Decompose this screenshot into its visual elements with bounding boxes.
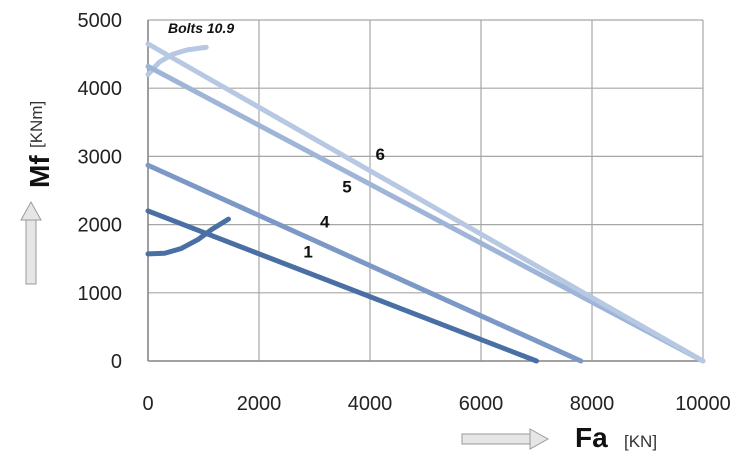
right-arrow-icon xyxy=(461,428,550,450)
series-line-4 xyxy=(145,162,584,364)
series-label-4: 4 xyxy=(320,212,330,231)
y-axis-label: Mf xyxy=(24,155,55,188)
series-label-6: 6 xyxy=(376,145,385,164)
x-tick-label: 2000 xyxy=(237,393,282,415)
series-line-1 xyxy=(145,208,539,364)
y-axis-unit: [KNm] xyxy=(27,101,46,148)
annotation-bolts: Bolts 10.9 xyxy=(168,20,234,36)
grid xyxy=(147,19,704,362)
x-tick-label: 10000 xyxy=(675,393,731,415)
y-tick-label: 4000 xyxy=(78,78,123,100)
y-axis-title: Mf [KNm] xyxy=(24,101,55,188)
x-tick-label: 4000 xyxy=(348,393,393,415)
y-tick-label: 3000 xyxy=(78,146,123,168)
x-tick-label: 6000 xyxy=(459,393,504,415)
series-label-5: 5 xyxy=(342,178,351,197)
curve-1 xyxy=(145,44,209,78)
x-axis-title: Fa [KN] xyxy=(575,422,657,452)
x-axis-label: Fa xyxy=(575,422,608,452)
ticks: 0 2000 4000 6000 8000 10000 0 1000 2000 3000 4000 5… xyxy=(78,10,731,415)
series-line-5 xyxy=(145,63,706,364)
series-labels: 145 6 xyxy=(303,145,385,262)
x-tick-label: 8000 xyxy=(570,393,615,415)
x-tick-label: 0 xyxy=(142,393,153,415)
y-tick-label: 1000 xyxy=(78,283,123,305)
y-tick-label: 5000 xyxy=(78,10,123,32)
series-line-6 xyxy=(145,41,706,364)
y-tick-label: 2000 xyxy=(78,215,123,237)
series-layer xyxy=(145,41,706,364)
curve-0 xyxy=(145,216,231,257)
series-label-1: 1 xyxy=(303,242,312,261)
y-tick-label: 0 xyxy=(111,351,122,373)
x-axis-unit: [KN] xyxy=(624,432,657,451)
up-arrow-icon xyxy=(20,200,42,285)
